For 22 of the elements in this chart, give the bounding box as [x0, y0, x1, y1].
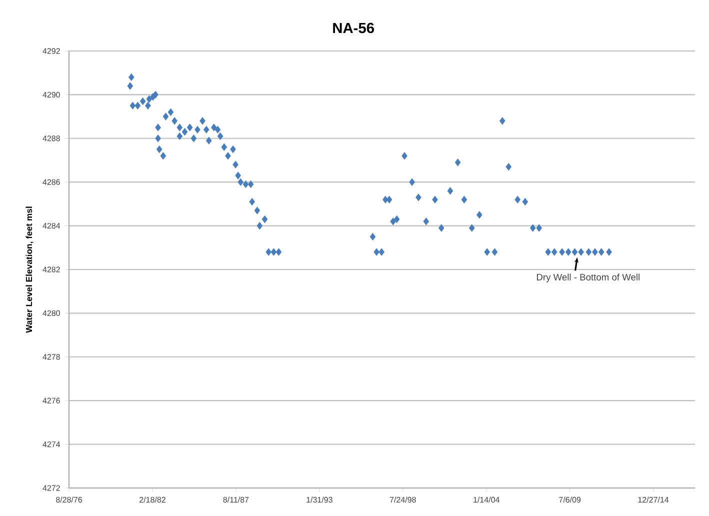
- y-tick-label: 4274: [42, 441, 60, 448]
- x-tick-label: 7/24/98: [390, 496, 416, 503]
- x-tick-label: 7/6/09: [559, 496, 581, 503]
- y-tick-label: 4292: [42, 48, 60, 54]
- annotation: Dry Well - Bottom of Well: [536, 274, 640, 282]
- x-tick-label: 1/14/04: [474, 496, 500, 503]
- x-tick-label: 2/18/82: [140, 496, 166, 503]
- x-tick-label: 1/31/93: [306, 496, 332, 503]
- y-tick-label: 4286: [42, 179, 60, 185]
- y-tick-label: 4288: [42, 136, 60, 142]
- y-tick-label: 4284: [42, 222, 60, 229]
- x-tick-label: 8/28/76: [56, 496, 82, 503]
- y-tick-label: 4280: [42, 310, 60, 316]
- y-tick-label: 4276: [42, 398, 60, 404]
- x-tick-label: 8/11/87: [223, 496, 249, 503]
- y-axis-title: Water Level Elevation, feet msl: [26, 206, 34, 333]
- y-tick-label: 4278: [42, 354, 60, 360]
- x-tick-label: 12/27/14: [638, 496, 669, 503]
- y-tick-label: 4272: [42, 485, 60, 491]
- chart-title: NA-56: [333, 22, 374, 34]
- y-tick-label: 4290: [42, 92, 60, 98]
- y-tick-label: 4282: [42, 266, 60, 272]
